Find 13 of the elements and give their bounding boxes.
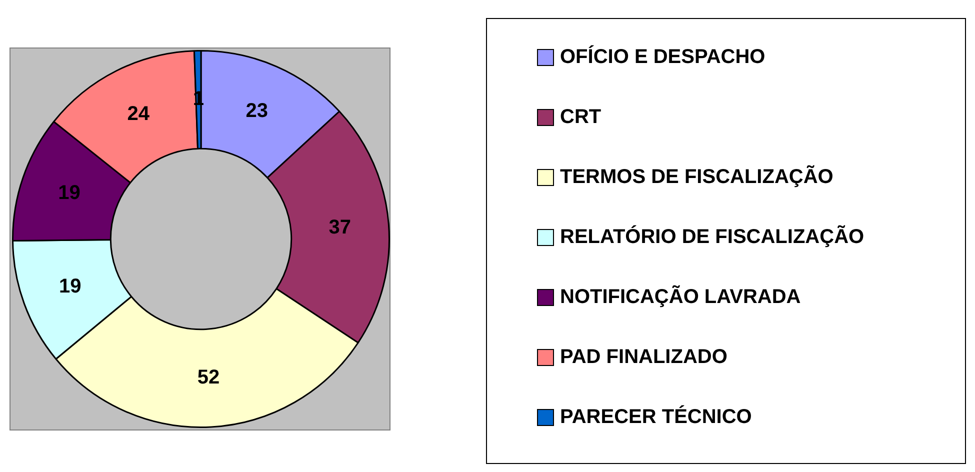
data-label: 37	[328, 216, 351, 238]
legend-label: NOTIFICAÇÃO LAVRADA	[560, 286, 801, 308]
data-label: 52	[197, 366, 220, 389]
legend-label: RELATÓRIO DE FISCALIZAÇÃO	[560, 226, 864, 248]
legend-label: CRT	[560, 106, 602, 128]
data-label: 24	[127, 103, 150, 126]
legend-label: OFÍCIO E DESPACHO	[560, 46, 766, 68]
legend-label: PARECER TÉCNICO	[560, 406, 752, 428]
legend-label: PAD FINALIZADO	[560, 346, 728, 368]
legend-label: TERMOS DE FISCALIZAÇÃO	[560, 166, 834, 188]
data-label: 23	[246, 100, 268, 122]
data-label: 19	[59, 275, 82, 298]
data-label: 19	[58, 182, 80, 204]
